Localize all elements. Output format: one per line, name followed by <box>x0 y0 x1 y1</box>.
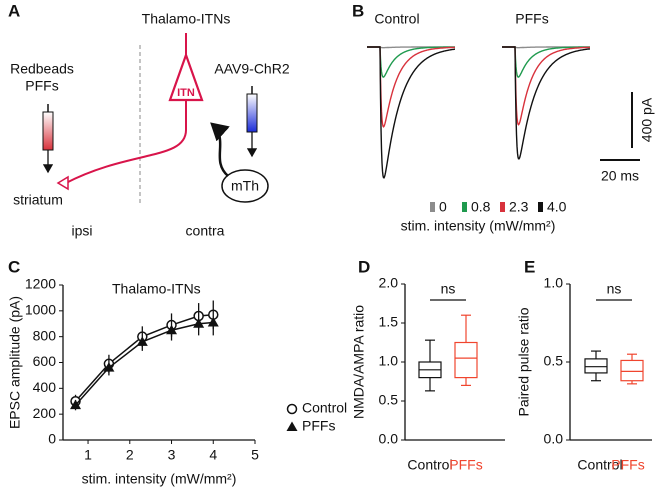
group-label: Control <box>374 11 419 27</box>
x-tick-label: Control <box>577 457 622 473</box>
legend-label: 4.0 <box>547 199 567 215</box>
box <box>584 358 608 374</box>
significance-label: ns <box>607 281 622 297</box>
legend-label: Control <box>302 400 347 416</box>
x-tick-label: PFFs <box>611 457 644 473</box>
y-axis-label: EPSC amplitude (pA) <box>7 296 23 429</box>
significance-label: ns <box>441 281 456 297</box>
diagram-title: Thalamo-ITNs <box>142 11 231 27</box>
injection-label: PFFs <box>25 78 58 94</box>
target-label: striatum <box>13 192 63 208</box>
y-tick-label: 1200 <box>25 276 56 292</box>
y-tick-label: 0 <box>48 431 56 447</box>
neuron-label: ITN <box>177 87 195 99</box>
panel-label: C <box>8 257 20 276</box>
injection-label: Redbeads <box>10 61 74 77</box>
x-tick-label: 5 <box>251 447 259 463</box>
trace <box>502 46 590 78</box>
y-tick-label: 0.5 <box>544 353 564 369</box>
box <box>620 359 644 382</box>
side-label: ipsi <box>71 223 92 239</box>
syringe <box>42 111 54 151</box>
scale-label: 400 pA <box>639 97 655 142</box>
y-tick-label: 200 <box>33 405 57 421</box>
legend-marker <box>286 403 298 415</box>
y-axis-label: NMDA/AMPA ratio <box>351 305 367 419</box>
y-axis-label: Paired pulse ratio <box>516 307 532 416</box>
legend-swatch <box>462 202 467 212</box>
y-tick-label: 0.0 <box>379 431 399 447</box>
series-line <box>74 313 214 402</box>
x-tick-label: Control <box>407 457 452 473</box>
legend-swatch <box>430 202 435 212</box>
panel-label: B <box>352 1 364 20</box>
y-tick-label: 2.0 <box>379 275 399 291</box>
trace <box>367 46 455 128</box>
side-label: contra <box>186 223 225 239</box>
scale-label: 20 ms <box>601 168 639 184</box>
axon <box>65 100 187 184</box>
trace <box>502 46 590 126</box>
point <box>193 318 205 328</box>
legend-title: stim. intensity (mW/mm²) <box>401 218 556 234</box>
nucleus-label: mTh <box>231 178 259 194</box>
legend-label: PFFs <box>302 418 335 434</box>
point <box>207 316 219 327</box>
legend-label: 0.8 <box>471 199 491 215</box>
y-tick-label: 600 <box>33 353 57 369</box>
y-tick-label: 0.5 <box>379 392 399 408</box>
y-tick-label: 800 <box>33 327 57 343</box>
y-tick-label: 0.0 <box>544 431 564 447</box>
panel-label: A <box>8 1 20 20</box>
group-label: PFFs <box>515 11 548 27</box>
x-axis-label: stim. intensity (mW/mm²) <box>82 471 237 487</box>
trace <box>502 46 590 160</box>
y-tick-label: 1.0 <box>544 275 564 291</box>
x-tick-label: 2 <box>126 447 134 463</box>
projection-arrow <box>210 122 230 177</box>
nucleus <box>221 169 269 203</box>
x-tick-label: PFFs <box>449 457 482 473</box>
point <box>166 324 178 335</box>
y-tick-label: 1.0 <box>379 353 399 369</box>
injection-label: AAV9-ChR2 <box>214 61 289 77</box>
x-tick-label: 4 <box>209 447 217 463</box>
point <box>136 336 148 346</box>
panel-label: E <box>524 257 535 276</box>
panel-label: D <box>358 257 370 276</box>
legend-swatch <box>538 202 543 212</box>
box <box>454 341 478 379</box>
point <box>103 362 115 372</box>
trace <box>367 46 455 78</box>
y-tick-label: 1.5 <box>379 314 399 330</box>
legend-marker <box>286 421 298 431</box>
terminal <box>56 175 69 191</box>
point <box>70 399 82 410</box>
trace <box>367 46 455 179</box>
x-tick-label: 3 <box>168 447 176 463</box>
legend-label: 0 <box>439 199 447 215</box>
syringe <box>246 93 258 133</box>
y-tick-label: 1000 <box>25 302 56 318</box>
diagram: Thalamo-ITNs ITN Redbeads PFFs striatum … <box>10 11 290 239</box>
annotation: Thalamo-ITNs <box>112 281 201 297</box>
legend-swatch <box>500 202 505 212</box>
x-tick-label: 1 <box>84 447 92 463</box>
legend-label: 2.3 <box>509 199 529 215</box>
y-tick-label: 400 <box>33 379 57 395</box>
